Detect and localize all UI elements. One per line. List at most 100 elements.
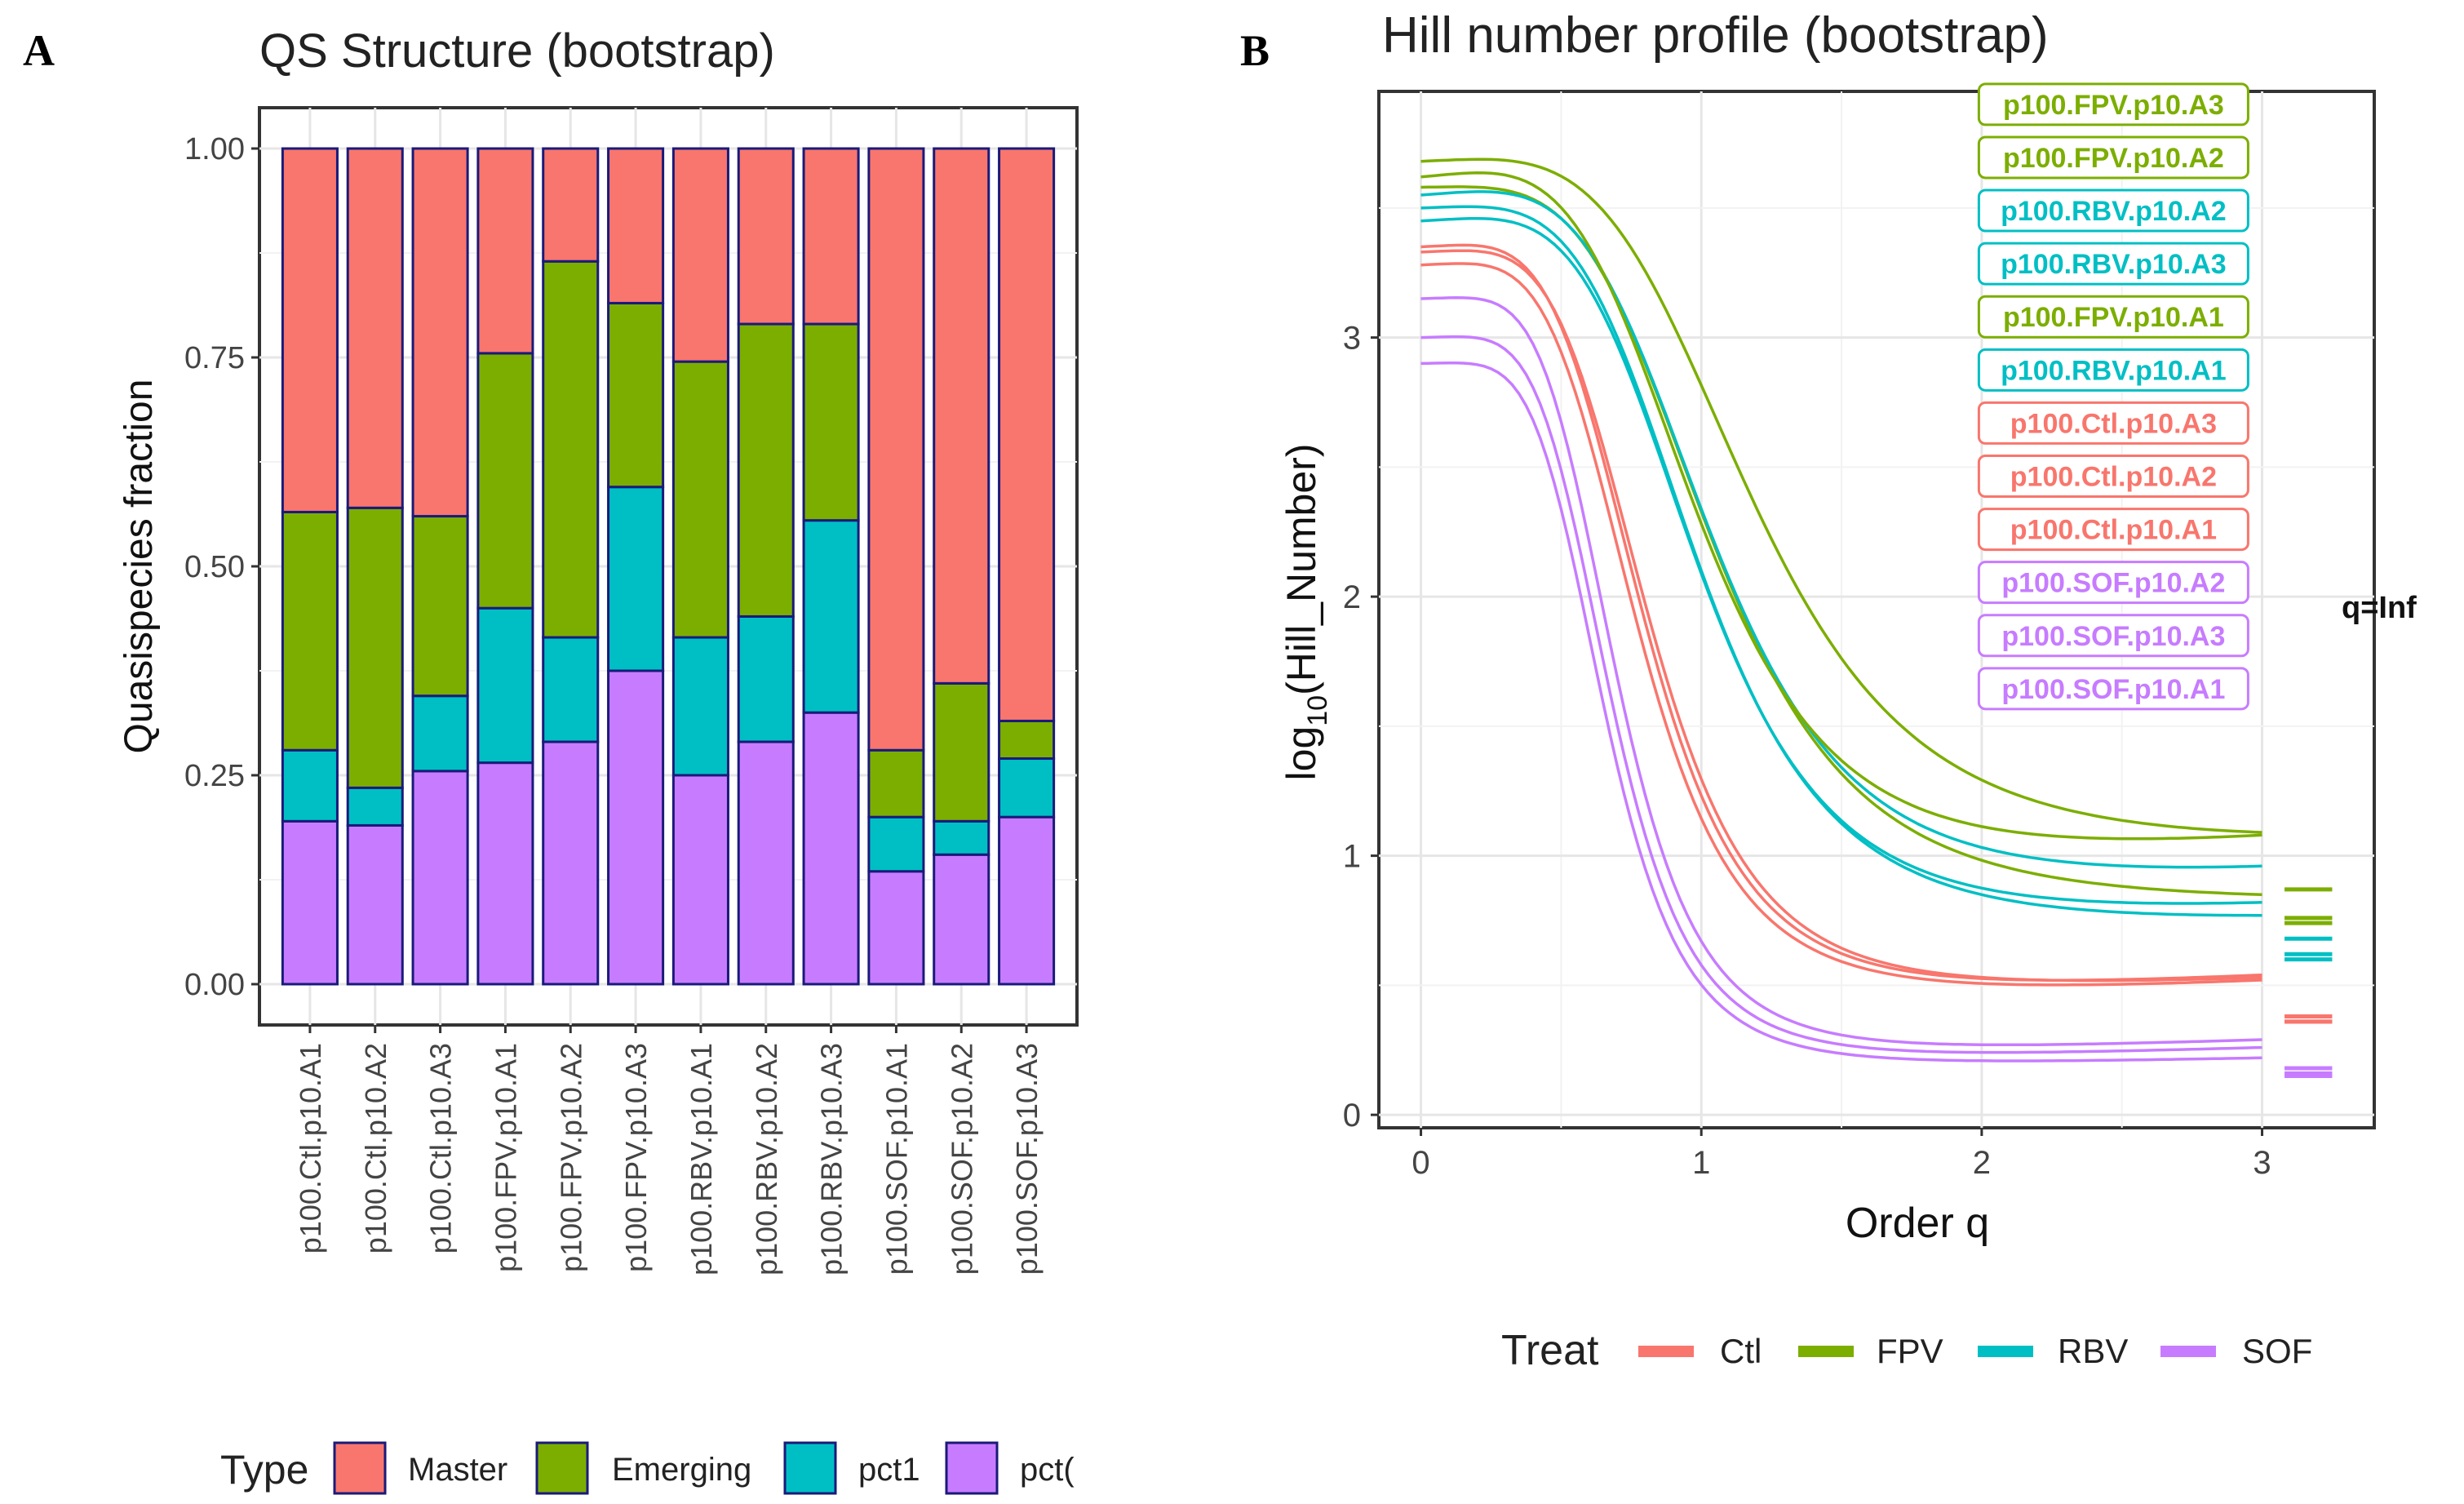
y-tick-label: 0.50: [184, 550, 245, 584]
hill-curve: [1420, 243, 2262, 982]
bar-segment: [933, 147, 990, 685]
x-tick-label: p100.FPV.p10.A2: [554, 1043, 587, 1272]
panel-b-series-labels: p100.FPV.p10.A3 p100.FPV.p10.A2 p100.RBV.p…: [1977, 82, 2249, 711]
panel-a-legend: Type Master Emerging pct1 pct(: [220, 1441, 1075, 1495]
panel-b-lines: [1420, 157, 2262, 1063]
x-tick-label: p100.RBV.p10.A2: [750, 1043, 783, 1276]
series-label-text: p100.FPV.p10.A3: [2003, 90, 2224, 121]
x-tick-label: p100.RBV.p10.A3: [815, 1043, 849, 1276]
bar-segment: [933, 681, 990, 823]
panel-b: B Hill number profile (bootstrap) p100.F…: [1240, 7, 2417, 1374]
q-inf-label: q=Inf: [2342, 591, 2417, 625]
series-label-text: p100.SOF.p10.A2: [2001, 568, 2225, 599]
series-label: p100.SOF.p10.A1: [1977, 667, 2249, 711]
series-label: p100.RBV.p10.A1: [1977, 348, 2249, 392]
y-label-rest: (Hill_Number): [1279, 444, 1324, 695]
bar-segment: [542, 740, 600, 986]
series-label: p100.RBV.p10.A2: [1977, 189, 2249, 233]
bar-segment: [346, 823, 404, 986]
series-label-box: [1977, 667, 2249, 711]
panel-a-title: QS Structure (bootstrap): [259, 24, 775, 78]
panel-b-x-axis: 0 1 2 3: [1411, 1128, 2271, 1181]
series-label-box: [1977, 508, 2249, 552]
y-tick-label: 2: [1343, 579, 1361, 615]
x-tick-label: 1: [1692, 1145, 1710, 1181]
series-label: p100.SOF.p10.A3: [1977, 614, 2249, 658]
series-label-box: [1977, 135, 2249, 180]
series-label-text: p100.Ctl.p10.A3: [2010, 408, 2217, 439]
bar-segment: [867, 748, 925, 819]
bar-segment: [802, 519, 860, 714]
bar-segment: [802, 147, 860, 326]
hill-curve: [1420, 171, 2262, 841]
series-label-text: p100.RBV.p10.A3: [2001, 249, 2227, 280]
series-label-box: [1977, 242, 2249, 286]
y-tick-label: 0: [1343, 1098, 1361, 1134]
bar-segment: [998, 757, 1056, 819]
panel-b-y-axis: 0 1 2 3: [1343, 321, 1379, 1134]
panel-b-title: Hill number profile (bootstrap): [1382, 7, 2049, 64]
bar-segment: [476, 147, 534, 355]
bar-segment: [998, 147, 1056, 722]
y-tick-label: 1.00: [184, 132, 245, 166]
bar-segment: [998, 719, 1056, 761]
series-label: p100.FPV.p10.A3: [1977, 82, 2249, 126]
series-label: p100.FPV.p10.A2: [1977, 135, 2249, 180]
bar-segment: [476, 761, 534, 986]
series-label-text: p100.RBV.p10.A1: [2001, 355, 2227, 386]
x-tick-label: p100.SOF.p10.A2: [945, 1043, 978, 1275]
x-tick-label: 2: [1973, 1145, 1991, 1181]
series-label: p100.SOF.p10.A2: [1977, 561, 2249, 605]
bar-segment: [411, 515, 469, 698]
bar-segment: [281, 748, 339, 823]
series-label-text: p100.SOF.p10.A3: [2001, 621, 2225, 652]
series-label-text: p100.FPV.p10.A1: [2003, 302, 2224, 333]
hill-curve: [1420, 205, 2262, 917]
bar-segment: [802, 322, 860, 522]
series-label-box: [1977, 401, 2249, 445]
legend-label-pct1: pct1: [858, 1452, 920, 1488]
bar-segment: [346, 147, 404, 509]
hill-curve: [1420, 216, 2262, 905]
series-label: p100.Ctl.p10.A1: [1977, 508, 2249, 552]
series-label-box: [1977, 82, 2249, 126]
legend-label-fpv: FPV: [1877, 1332, 1943, 1370]
bar-segment: [411, 770, 469, 986]
x-tick-label: 3: [2253, 1145, 2271, 1181]
hill-curve: [1420, 362, 2262, 1063]
x-tick-label: p100.SOF.p10.A1: [880, 1043, 913, 1275]
bar-segment: [411, 694, 469, 773]
bar-segment: [607, 301, 665, 489]
legend-swatch-pct0: [945, 1441, 999, 1495]
bar-segment: [607, 486, 665, 672]
y-tick-label: 0.25: [184, 759, 245, 793]
y-tick-label: 3: [1343, 321, 1361, 357]
series-label: p100.Ctl.p10.A3: [1977, 401, 2249, 445]
legend-label-master: Master: [408, 1452, 507, 1488]
bar-segment: [998, 815, 1056, 986]
series-label: p100.FPV.p10.A1: [1977, 295, 2249, 339]
legend-swatch-master: [333, 1441, 387, 1495]
bar-segment: [476, 352, 534, 610]
legend-swatch-emerging: [535, 1441, 589, 1495]
y-label-sub: 10: [1302, 695, 1333, 726]
bar-segment: [607, 147, 665, 304]
panel-a-x-axis: p100.Ctl.p10.A1 p100.Ctl.p10.A2 p100.Ctl.p…: [294, 1025, 1044, 1276]
series-label: p100.Ctl.p10.A2: [1977, 454, 2249, 498]
panel-b-q-inf-marks: [2285, 887, 2333, 1078]
panel-a-bars: [281, 147, 1056, 986]
legend-label-sof: SOF: [2242, 1332, 2312, 1370]
series-label-box: [1977, 454, 2249, 498]
x-tick-label: p100.Ctl.p10.A2: [359, 1043, 392, 1253]
bar-segment: [671, 147, 729, 363]
hill-curve: [1420, 157, 2262, 834]
y-tick-label: 0.75: [184, 341, 245, 375]
x-tick-label: 0: [1411, 1145, 1429, 1181]
bar-segment: [542, 147, 600, 263]
x-tick-label: p100.RBV.p10.A1: [685, 1043, 718, 1276]
panel-a-y-axis: 0.00 0.25 0.50 0.75 1.00: [184, 132, 259, 1002]
legend-label-ctl: Ctl: [1720, 1332, 1762, 1370]
hill-curve: [1420, 335, 2262, 1054]
x-tick-label: p100.FPV.p10.A3: [619, 1043, 653, 1272]
